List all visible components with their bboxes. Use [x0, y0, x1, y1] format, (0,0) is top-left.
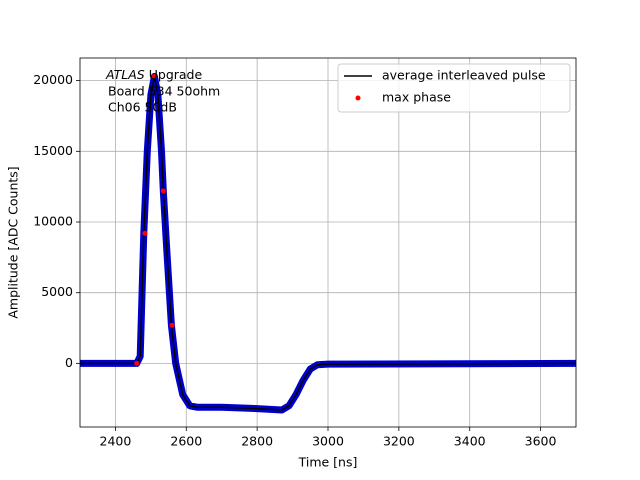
- x-tick-label: 2800: [241, 434, 273, 449]
- y-tick-label: 0: [65, 355, 73, 370]
- annotation: Ch06 50dB: [108, 100, 177, 115]
- annotation: Board 534 50ohm: [108, 84, 220, 99]
- axes-frame: [79, 57, 577, 428]
- y-axis-label: Amplitude [ADC Counts]: [6, 166, 21, 318]
- legend-box: [337, 63, 571, 113]
- annotation: ATLAS Upgrade: [105, 67, 202, 82]
- legend-marker: [355, 95, 361, 101]
- max-phase-point: [151, 73, 157, 79]
- x-tick-label: 3600: [525, 434, 557, 449]
- legend-label: average interleaved pulse: [382, 68, 546, 83]
- max-phase-point: [142, 230, 148, 236]
- x-tick-label: 2400: [100, 434, 132, 449]
- max-phase-point: [134, 360, 140, 366]
- x-tick-label: 3400: [454, 434, 486, 449]
- y-tick-label: 10000: [33, 214, 73, 229]
- y-tick-label: 20000: [33, 72, 73, 87]
- pulse-line: [80, 75, 576, 411]
- annotation-text: Upgrade: [149, 67, 203, 82]
- x-axis-label: Time [ns]: [298, 455, 358, 470]
- max-phase-point: [169, 322, 175, 328]
- y-tick-label: 15000: [33, 143, 73, 158]
- annotation-text: ATLAS: [105, 67, 145, 82]
- x-tick-label: 3200: [383, 434, 415, 449]
- y-tick-label: 5000: [41, 284, 73, 299]
- x-tick-label: 3000: [312, 434, 344, 449]
- plot-area: [80, 72, 576, 414]
- max-phase-point: [160, 188, 166, 194]
- legend-label: max phase: [382, 90, 451, 105]
- x-tick-label: 2600: [170, 434, 202, 449]
